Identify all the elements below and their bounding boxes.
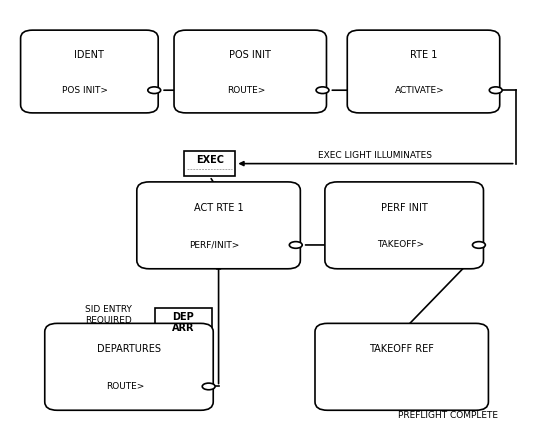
Text: SID ENTRY
REQUIRED: SID ENTRY REQUIRED [85,305,132,325]
Text: DEP: DEP [173,312,194,322]
Text: POS INIT: POS INIT [229,50,271,60]
Text: PREFLIGHT COMPLETE: PREFLIGHT COMPLETE [398,411,498,420]
FancyBboxPatch shape [20,30,158,113]
Text: TAKEOFF>: TAKEOFF> [377,240,424,250]
FancyBboxPatch shape [315,323,488,410]
Ellipse shape [472,242,485,248]
Text: ROUTE>: ROUTE> [227,86,266,95]
Ellipse shape [316,87,329,94]
Ellipse shape [289,242,302,248]
Text: EXEC: EXEC [196,155,224,165]
Text: ROUTE>: ROUTE> [106,382,144,391]
Bar [184,151,235,176]
Text: EXEC LIGHT ILLUMINATES: EXEC LIGHT ILLUMINATES [318,151,432,160]
Text: RTE 1: RTE 1 [410,50,437,60]
Text: DEPARTURES: DEPARTURES [97,344,161,354]
FancyBboxPatch shape [347,30,500,113]
Text: TAKEOFF REF: TAKEOFF REF [369,344,434,354]
Text: PERF INIT: PERF INIT [381,203,427,213]
FancyBboxPatch shape [174,30,327,113]
Ellipse shape [490,87,502,94]
Text: ARR: ARR [172,323,195,332]
FancyBboxPatch shape [137,182,300,269]
FancyBboxPatch shape [45,323,213,410]
Ellipse shape [148,87,161,94]
Text: POS INIT>: POS INIT> [63,86,108,95]
Text: IDENT: IDENT [74,50,104,60]
Text: PERF/INIT>: PERF/INIT> [189,240,240,250]
FancyBboxPatch shape [325,182,483,269]
Ellipse shape [202,383,215,390]
Bar [155,308,212,335]
Text: ACTIVATE>: ACTIVATE> [395,86,444,95]
Text: ACT RTE 1: ACT RTE 1 [194,203,244,213]
